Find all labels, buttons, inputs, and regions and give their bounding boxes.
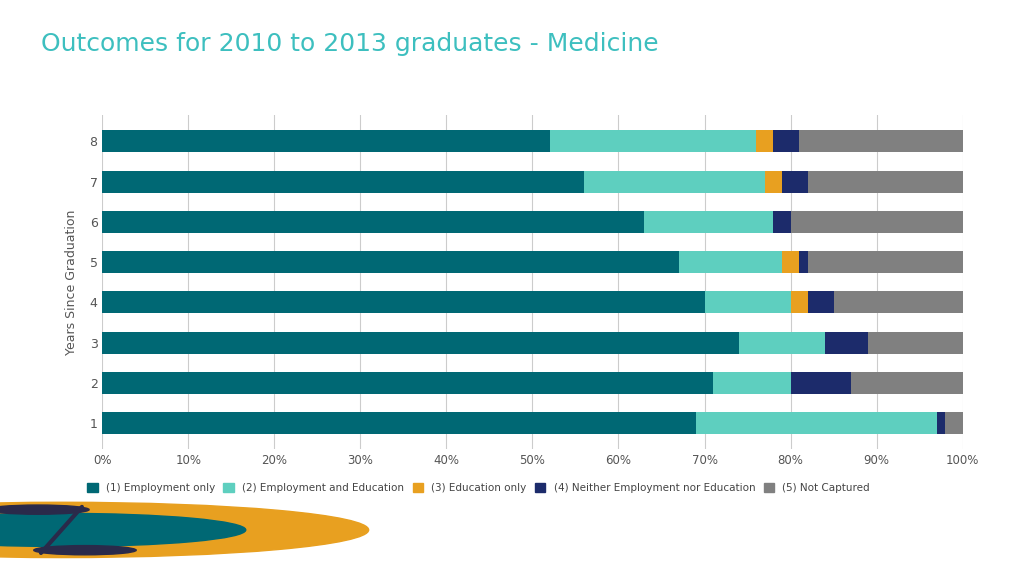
Bar [808,291,834,313]
Bar [765,170,782,193]
Bar [102,412,696,434]
Bar [782,170,808,193]
Bar [868,332,963,354]
Bar [773,211,791,233]
Bar [705,291,791,313]
Bar [102,170,584,193]
Bar [102,251,679,273]
Bar [102,211,644,233]
Bar [739,332,825,354]
Bar [679,251,782,273]
Bar [713,372,791,394]
Bar [791,291,808,313]
Bar [102,130,550,153]
Bar [834,291,963,313]
Bar [851,372,963,394]
Bar [756,130,773,153]
Y-axis label: Years Since Graduation: Years Since Graduation [66,210,79,355]
Text: www.cso.ie: www.cso.ie [901,521,1024,539]
Bar [791,372,851,394]
Legend: (1) Employment only, (2) Employment and Education, (3) Education only, (4) Neith: (1) Employment only, (2) Employment and … [87,483,870,493]
Bar [782,251,799,273]
Bar [773,130,799,153]
Circle shape [0,502,369,558]
Bar [808,251,963,273]
Bar [550,130,756,153]
Bar [791,211,963,233]
Text: Outcomes for 2010 to 2013 graduates - Medicine: Outcomes for 2010 to 2013 graduates - Me… [41,32,658,56]
Circle shape [0,505,89,514]
Bar [799,251,808,273]
Bar [945,412,963,434]
Bar [584,170,765,193]
Bar [799,130,963,153]
Bar [102,332,739,354]
Circle shape [34,545,136,555]
Bar [825,332,868,354]
Bar [102,291,705,313]
Bar [808,170,963,193]
Bar [644,211,773,233]
Circle shape [0,513,246,547]
Bar [696,412,937,434]
Bar [937,412,945,434]
Bar [102,372,713,394]
